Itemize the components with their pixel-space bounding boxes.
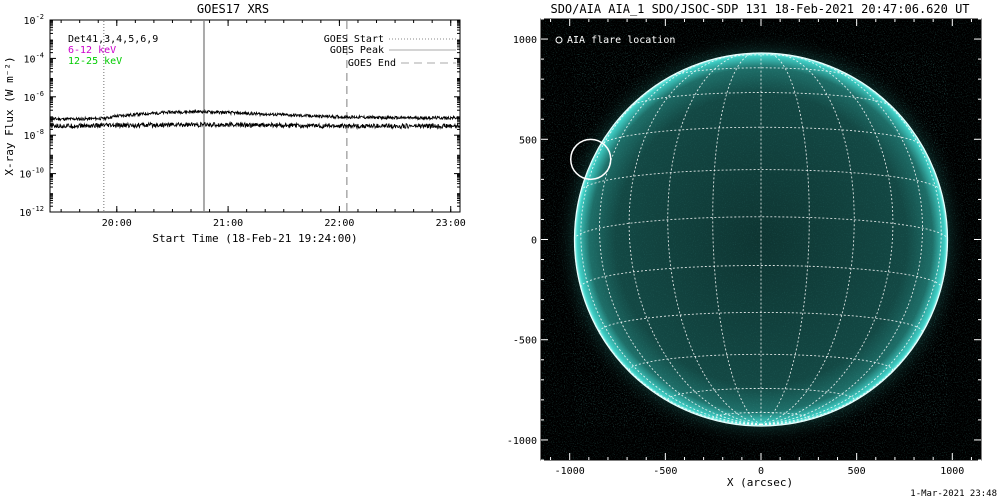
heliographic-grid [574, 52, 948, 426]
grid-line [574, 216, 948, 240]
legend-label-start: GOES Start [324, 34, 384, 45]
goes-y-tick-label: 10-2 [24, 13, 44, 27]
grid-line [760, 52, 810, 426]
goes-y-tick-label: 10-8 [24, 128, 44, 142]
flare-location-circle [569, 138, 612, 181]
goes-x-axis-label: Start Time (18-Feb-21 19:24:00) [152, 232, 357, 245]
grid-line [580, 169, 942, 192]
aia-x-tick-label: 0 [758, 466, 764, 477]
goes-series [49, 108, 461, 130]
channel-label-det: Det41,3,4,5,6,9 [68, 34, 158, 45]
goes-series-line [49, 108, 461, 122]
grid-line [760, 56, 923, 426]
footer-timestamp: 1-Mar-2021 23:48 [910, 489, 997, 499]
goes-x-tick-label: 23:00 [436, 218, 466, 229]
goes-x-tick-label: 21:00 [213, 218, 243, 229]
goes-legend: GOES Start GOES Peak GOES End [324, 34, 456, 69]
aia-y-tick-label: -1000 [507, 436, 537, 447]
grid-line [712, 52, 762, 426]
aia-y-tick-label: 0 [531, 236, 537, 247]
aia-axis-ticks: -1000 -500 0 500 1000 1000 500 0 -500 -1000 [507, 18, 981, 477]
legend-label-end: GOES End [348, 58, 396, 69]
aia-image-panel: SDO/AIA AIA_1 SDO/JSOC-SDP 131 18-Feb-20… [507, 2, 982, 489]
solar-limb [573, 52, 949, 427]
goes-y-tick-label: 10-12 [19, 205, 44, 219]
grid-line [667, 388, 855, 400]
channel-label-6-12kev: 6-12 keV [68, 45, 116, 56]
grid-line [760, 70, 942, 426]
goes-y-tick-label: 10-6 [24, 90, 44, 104]
grid-line [580, 70, 762, 426]
goes-x-tick-label: 20:00 [102, 218, 132, 229]
grid-line [628, 53, 762, 426]
grid-line [580, 265, 942, 288]
aia-x-axis-label: X (arcsec) [727, 476, 793, 489]
goes-chart-title: GOES17 XRS [197, 2, 269, 16]
aia-y-tick-label: 1000 [513, 35, 537, 46]
aia-x-tick-label: -500 [653, 466, 677, 477]
grid-line [599, 56, 762, 426]
goes-y-tick-label: 10-10 [19, 167, 44, 181]
grid-line [574, 239, 762, 426]
aia-y-tick-label: -500 [513, 336, 537, 347]
goes-y-tick-label: 10-4 [24, 51, 44, 65]
aia-x-tick-label: 500 [848, 466, 866, 477]
aia-x-tick-label: 1000 [940, 466, 964, 477]
flare-legend-label: AIA flare location [567, 35, 675, 46]
grid-line [760, 239, 948, 426]
legend-label-peak: GOES Peak [330, 45, 384, 56]
goes-x-tick-label: 22:00 [324, 218, 354, 229]
channel-label-12-25kev: 12-25 keV [68, 56, 122, 67]
grid-line [760, 53, 894, 426]
grid-line [600, 126, 922, 146]
flare-legend-icon [555, 36, 563, 44]
goes-axis-ticks: 20:00 21:00 22:00 23:00 10-12 10-10 10-8 10-6 10… [19, 13, 465, 229]
aia-title: SDO/AIA AIA_1 SDO/JSOC-SDP 131 18-Feb-20… [550, 2, 969, 16]
goes-y-axis-label: X-ray Flux (W m⁻²) [3, 56, 16, 175]
goes-series-line [49, 120, 461, 130]
aia-x-tick-label: -1000 [555, 466, 585, 477]
aia-y-tick-label: 500 [519, 135, 537, 146]
goes-chart: GOES17 XRS 20:00 21:00 22:00 23:00 10-12 10-1… [3, 2, 466, 245]
